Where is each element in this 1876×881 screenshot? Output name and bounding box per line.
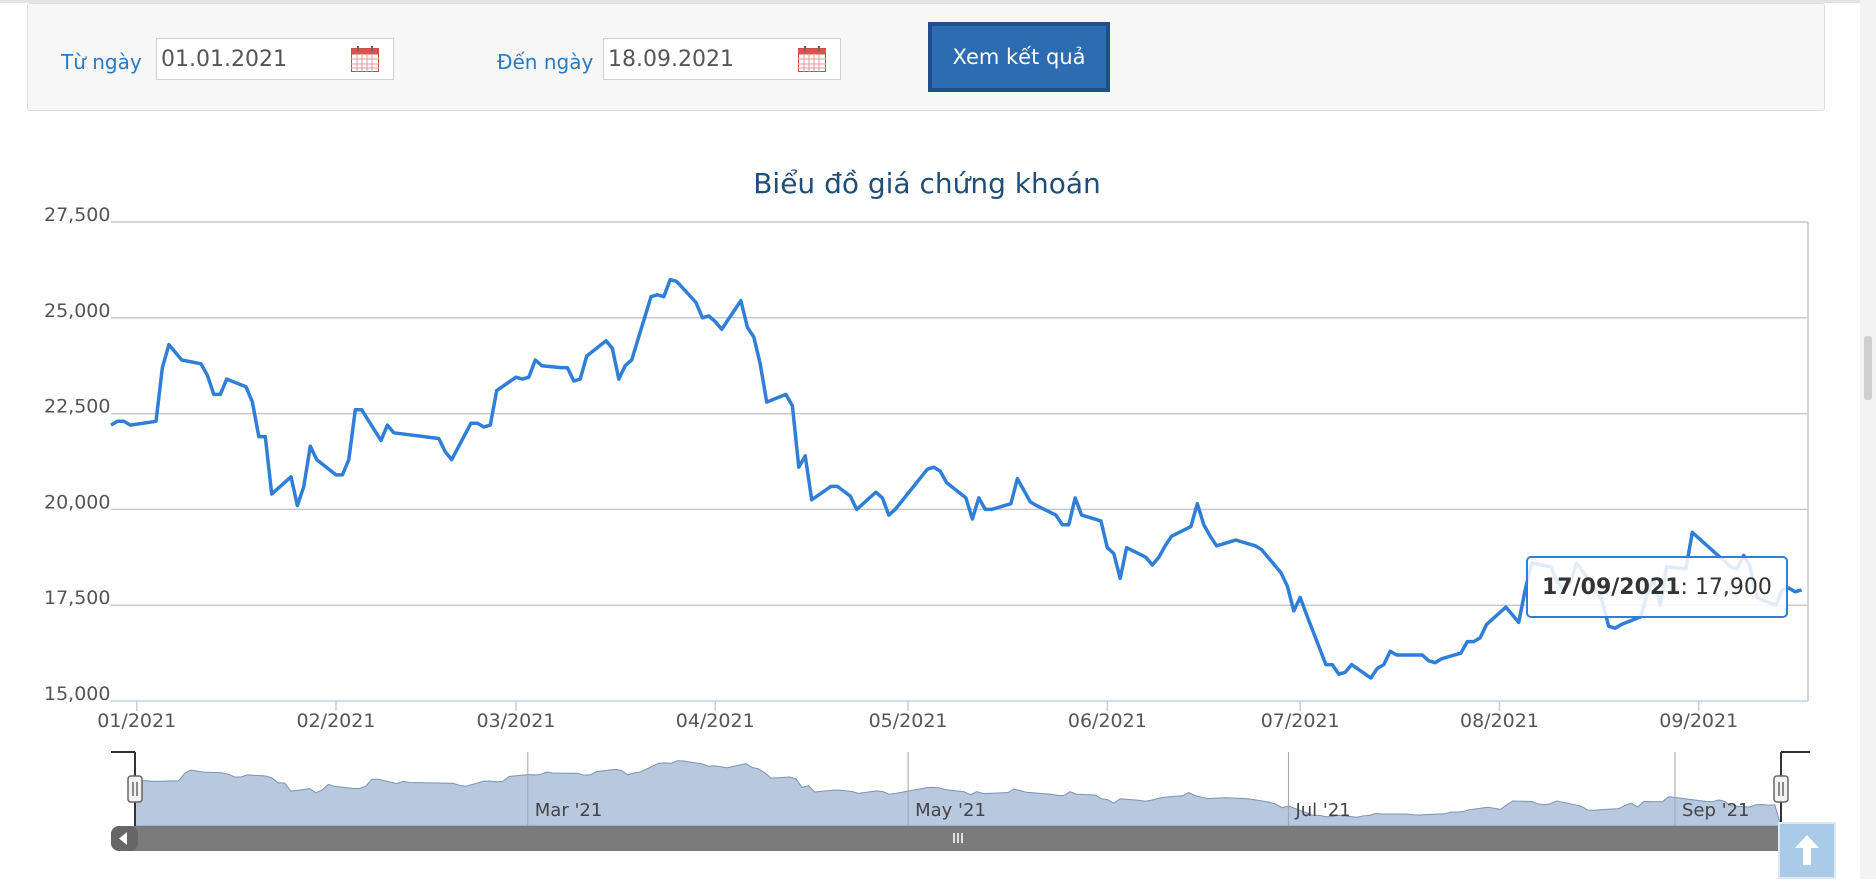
y-tick-label: 25,000: [44, 300, 110, 322]
y-tick-label: 20,000: [44, 491, 110, 513]
x-tick-label: 08/2021: [1460, 710, 1539, 732]
arrow-up-icon: [1795, 835, 1819, 865]
from-date-input[interactable]: [161, 43, 341, 75]
date-filter-panel: Từ ngày Đến ngày Xem kết quả: [27, 3, 1825, 111]
data-point-tooltip: 17/09/2021: 17,900: [1526, 556, 1788, 618]
x-tick-label: 06/2021: [1068, 710, 1147, 732]
page-scrollbar-thumb[interactable]: [1864, 336, 1872, 400]
tooltip-value: 17,900: [1694, 574, 1772, 600]
navigator-labels: Mar '21 May '21 Jul '21 Sep '21: [527, 752, 1750, 826]
navigator-label: May '21: [915, 800, 986, 821]
calendar-icon[interactable]: [798, 46, 826, 72]
y-tick-label: 15,000: [44, 683, 110, 705]
navigator-label: Mar '21: [535, 800, 603, 821]
x-tick-label: 07/2021: [1261, 710, 1340, 732]
navigator-label: Sep '21: [1682, 800, 1750, 821]
scrollbar-track[interactable]: [111, 826, 1810, 851]
scrollbar-grip-icon: [953, 833, 963, 843]
to-date-label: Đến ngày: [497, 50, 594, 74]
price-series-line: [110, 277, 1803, 680]
x-tick-label: 03/2021: [476, 710, 555, 732]
top-border: [0, 0, 1876, 3]
calendar-icon[interactable]: [351, 46, 379, 72]
y-tick-label: 22,500: [44, 396, 110, 418]
navigator-handle-left[interactable]: [127, 775, 143, 803]
chart-scrollbar[interactable]: [111, 826, 1810, 851]
y-axis-labels: 15,000 17,500 20,000 22,500 25,000 27,500: [44, 204, 110, 705]
to-date-field[interactable]: [603, 38, 841, 80]
x-axis: 01/2021 02/2021 03/2021 04/2021 05/2021 06/20…: [97, 701, 1738, 732]
arrow-left-icon: [119, 832, 127, 845]
x-tick-label: 05/2021: [869, 710, 948, 732]
navigator-label: Jul '21: [1294, 800, 1350, 821]
navigator-area: [134, 760, 1782, 827]
x-tick-label: 04/2021: [676, 710, 755, 732]
view-results-button[interactable]: Xem kết quả: [928, 22, 1110, 92]
tooltip-separator: :: [1680, 574, 1695, 600]
chart-title: Biểu đồ giá chứng khoán: [753, 167, 1101, 200]
scroll-to-top-button[interactable]: [1778, 822, 1836, 879]
navigator[interactable]: Mar '21 May '21 Jul '21 Sep '21: [111, 751, 1810, 827]
y-tick-label: 17,500: [44, 587, 110, 609]
x-tick-label: 09/2021: [1659, 710, 1738, 732]
x-tick-label: 01/2021: [97, 710, 176, 732]
grid-lines: [111, 221, 1809, 702]
navigator-handle-right[interactable]: [1773, 775, 1789, 803]
to-date-input[interactable]: [608, 43, 788, 75]
page-scrollbar[interactable]: [1860, 0, 1876, 879]
x-tick-label: 02/2021: [297, 710, 376, 732]
tooltip-date: 17/09/2021: [1542, 574, 1681, 600]
from-date-field[interactable]: [156, 38, 394, 80]
from-date-label: Từ ngày: [61, 50, 142, 74]
y-tick-label: 27,500: [44, 204, 110, 226]
